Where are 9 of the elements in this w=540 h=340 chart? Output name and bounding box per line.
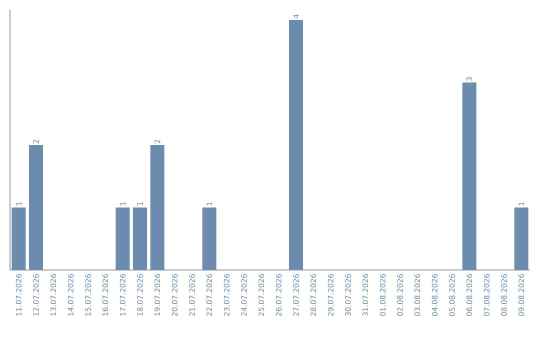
bar [202, 208, 216, 270]
bar [12, 208, 26, 270]
bar [514, 208, 528, 270]
bar [150, 145, 164, 270]
bar [289, 20, 304, 270]
bar [116, 208, 130, 270]
bar [133, 208, 148, 270]
bar [462, 82, 476, 270]
bar [29, 145, 43, 270]
